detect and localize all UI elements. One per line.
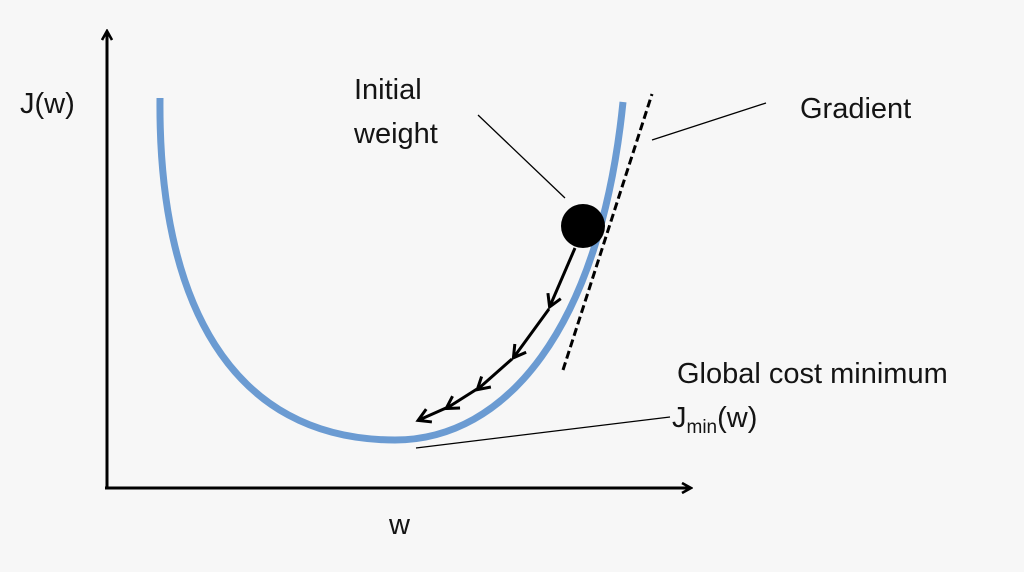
cost-curve — [156, 97, 627, 444]
initial-weight-leader-line — [477, 114, 566, 199]
descent-step-arrow — [511, 308, 551, 361]
gradient-tangent-line — [561, 93, 654, 371]
initial-weight-label-line1: Initial — [354, 74, 422, 106]
descent-step-arrow — [546, 247, 577, 310]
gradient-label: Gradient — [800, 93, 912, 125]
descent-step-arrow — [443, 387, 478, 411]
initial-weight-label-line2: weight — [354, 118, 438, 150]
minimum-symbol-base: J — [672, 402, 687, 434]
gradient-leader-line — [651, 102, 767, 141]
minimum-symbol-label: Jmin(w) — [672, 401, 758, 438]
initial-weight-point — [561, 204, 605, 248]
global-minimum-label: Global cost minimum — [677, 358, 948, 390]
descent-step-arrow — [415, 406, 447, 424]
minimum-leader-line — [415, 416, 671, 449]
x-axis-label: w — [389, 509, 410, 541]
descent-step-arrow — [475, 357, 513, 392]
minimum-symbol-suffix: (w) — [717, 402, 758, 434]
minimum-symbol-subscript: min — [686, 417, 718, 438]
y-axis-label: J(w) — [20, 88, 75, 120]
